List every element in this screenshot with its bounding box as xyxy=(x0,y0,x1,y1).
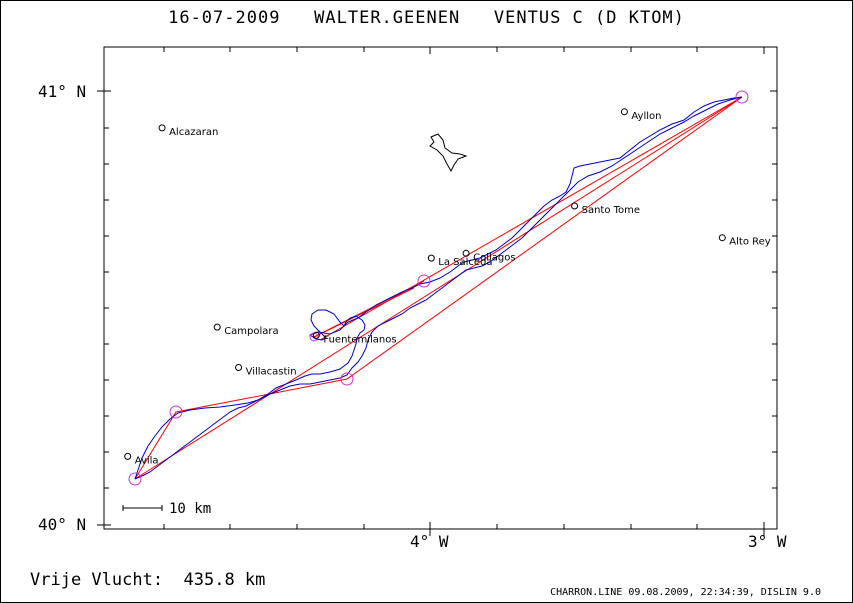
footer-credit: CHARRON.LINE 09.08.2009, 22:34:39, DISLI… xyxy=(550,587,821,598)
distance-label: Vrije Vlucht: 435.8 km xyxy=(30,570,266,590)
turnpoint-marker xyxy=(128,472,142,486)
place-marker xyxy=(124,452,132,460)
lon-label-left: 4° W xyxy=(410,532,449,551)
lon-ticks-bottom xyxy=(163,522,765,536)
place-label: Fuentemilanos xyxy=(323,334,396,345)
place-marker xyxy=(462,249,470,257)
lon-ticks-top xyxy=(163,47,765,54)
turnpoint-marker xyxy=(735,90,749,104)
lat-label-bottom: 40° N xyxy=(38,515,87,534)
place-label: Alto Rey xyxy=(729,237,770,248)
place-marker xyxy=(620,108,628,116)
lon-label-right: 3° W xyxy=(748,532,787,551)
flight-title: 16-07-2009 WALTER.GEENEN VENTUS C (D KTO… xyxy=(168,8,685,28)
place-label: Campolara xyxy=(224,326,278,337)
turnpoint-marker xyxy=(340,372,354,386)
place-label: Alcazaran xyxy=(169,127,218,138)
place-marker xyxy=(158,124,166,132)
place-label: Avila xyxy=(135,455,159,466)
lat-ticks-left xyxy=(97,90,111,526)
flight-track xyxy=(134,96,743,480)
lat-label-top: 41° N xyxy=(38,82,87,101)
task-lines xyxy=(134,96,743,480)
turnpoint-marker xyxy=(417,274,431,288)
place-label: Santo Tome xyxy=(582,205,640,216)
place-marker xyxy=(571,202,579,210)
place-marker xyxy=(312,331,320,339)
place-label: Villacastin xyxy=(246,367,297,378)
scale-bar-label: 10 km xyxy=(169,501,211,517)
place-marker xyxy=(427,254,435,262)
place-label: Collagos xyxy=(473,252,515,263)
place-marker xyxy=(718,234,726,242)
turnpoint-marker xyxy=(169,405,183,419)
lat-ticks-right xyxy=(770,90,777,489)
place-label: Ayllon xyxy=(631,111,661,122)
place-label: La Salceda xyxy=(438,257,492,268)
scale-bar xyxy=(122,505,163,511)
place-marker xyxy=(235,364,243,371)
place-markers: Alcazaran Ayllon Santo Tome Alto Rey La Salc… xyxy=(124,108,771,466)
map-border xyxy=(103,46,778,530)
place-marker xyxy=(213,323,221,331)
lake-outline xyxy=(429,133,468,173)
turnpoints xyxy=(128,90,749,486)
